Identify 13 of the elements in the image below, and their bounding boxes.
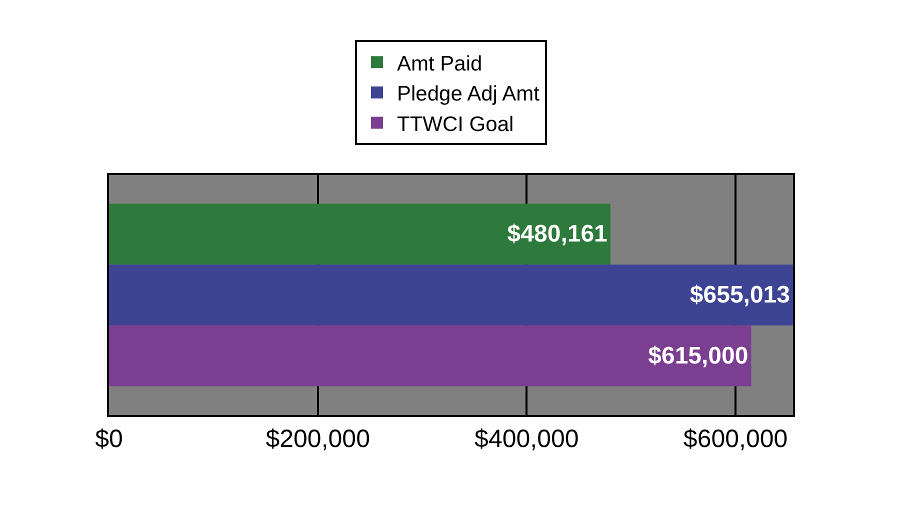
data-label: $480,161 [507,220,608,248]
x-tick-label: $200,000 [266,425,370,453]
legend-label: Amt Paid [397,52,482,76]
bar [109,204,610,265]
x-tick-label: $0 [95,425,123,453]
legend-label: Pledge Adj Amt [397,82,540,106]
data-label: $615,000 [648,342,748,370]
bar [109,325,752,386]
x-tick-label: $400,000 [474,425,579,453]
bar [109,264,793,326]
x-tick-label: $600,000 [683,425,788,453]
data-label: $655,013 [690,282,790,308]
legend-label: TTWCI Goal [397,112,514,136]
